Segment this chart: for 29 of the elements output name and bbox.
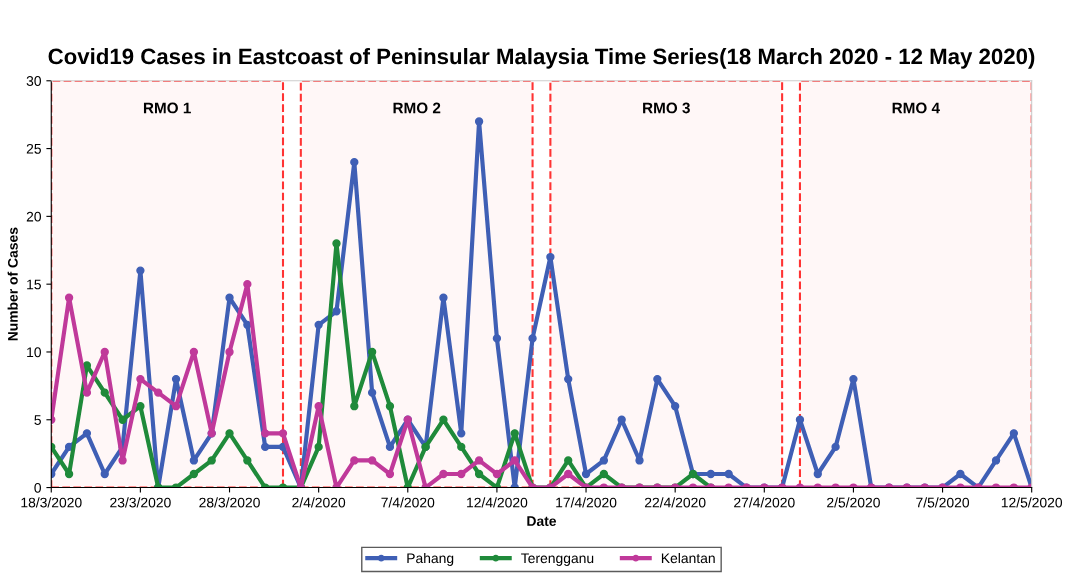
x-tick-label: 12/4/2020 xyxy=(467,497,528,508)
y-axis-title: Number of Cases xyxy=(7,227,18,341)
y-tick-label: 15 xyxy=(27,279,41,290)
legend-label: Kelantan xyxy=(661,552,715,564)
y-tick-label: 10 xyxy=(27,347,41,358)
chart-title: Covid19 Cases in Eastcoast of Peninsular Malaysia Time Series(18 March 2020 - 12 May 2020) xyxy=(48,48,1035,69)
y-tick-label: 5 xyxy=(34,415,41,425)
legend-label: Pahang xyxy=(407,552,454,566)
x-tick-label: 23/3/2020 xyxy=(110,497,171,508)
band-label: RMO 4 xyxy=(892,102,940,114)
x-tick-label: 7/4/2020 xyxy=(381,497,435,508)
y-tick-label: 25 xyxy=(26,143,41,154)
band-label: RMO 1 xyxy=(143,102,191,114)
band-label: RMO 2 xyxy=(393,102,441,114)
x-tick-label: 2/4/2020 xyxy=(292,497,346,508)
x-axis-title: Date xyxy=(527,516,557,526)
legend-label: Terengganu xyxy=(521,553,594,566)
y-tick-label: 20 xyxy=(26,211,41,222)
x-tick-label: 22/4/2020 xyxy=(644,497,706,508)
band-label: RMO 3 xyxy=(643,102,690,114)
x-tick-label: 12/5/2020 xyxy=(1001,497,1063,508)
x-tick-label: 18/3/2020 xyxy=(21,497,82,508)
x-tick-label: 28/3/2020 xyxy=(199,497,260,508)
y-tick-label: 30 xyxy=(26,76,41,86)
x-tick-label: 17/4/2020 xyxy=(556,497,617,508)
x-tick-label: 27/4/2020 xyxy=(734,497,795,508)
x-tick-label: 7/5/2020 xyxy=(916,497,970,508)
y-tick-label: 0 xyxy=(34,482,41,493)
x-tick-label: 2/5/2020 xyxy=(827,497,880,508)
